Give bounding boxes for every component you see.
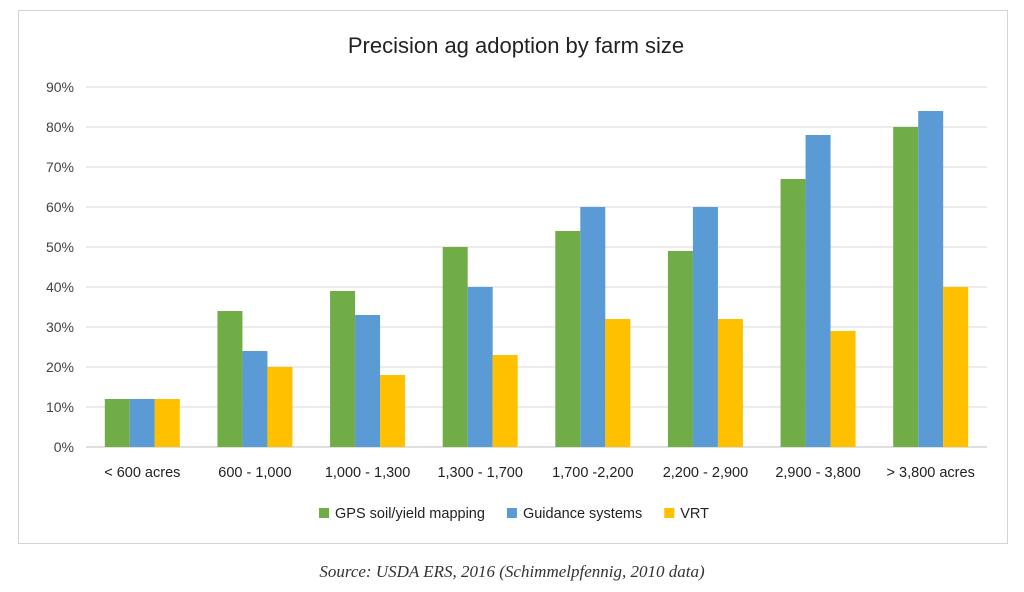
legend-item-0: GPS soil/yield mapping xyxy=(319,506,485,522)
chart-frame: Precision ag adoption by farm size 0% 10%… xyxy=(18,10,1008,544)
bar-0-3 xyxy=(442,247,468,447)
bar-2-3 xyxy=(492,355,518,447)
x-category-label: 1,700 -2,200 xyxy=(552,465,633,481)
legend-item-1: Guidance systems xyxy=(506,506,642,522)
y-tick-label: 40% xyxy=(46,279,74,295)
y-tick-label: 30% xyxy=(46,319,74,335)
bar-chart: Precision ag adoption by farm size 0% 10%… xyxy=(46,33,987,522)
bar-2-6 xyxy=(830,331,856,447)
x-category-label: > 3,800 acres xyxy=(887,465,975,481)
bar-layer xyxy=(104,111,969,447)
legend-label: Guidance systems xyxy=(523,506,642,522)
bar-1-2 xyxy=(355,315,381,447)
bar-2-5 xyxy=(717,319,743,447)
bar-0-2 xyxy=(330,291,356,447)
y-axis-ticks: 0% 10% 20% 30% 40% 50% 60% 70% 80% 90% xyxy=(46,79,74,455)
bar-0-0 xyxy=(104,399,130,447)
bar-1-1 xyxy=(242,351,268,447)
bar-0-5 xyxy=(667,251,693,447)
y-tick-label: 90% xyxy=(46,79,74,95)
y-tick-label: 70% xyxy=(46,159,74,175)
legend-item-2: VRT xyxy=(664,506,709,522)
bar-1-5 xyxy=(692,207,718,447)
x-category-label: 1,000 - 1,300 xyxy=(325,465,410,481)
legend-label: VRT xyxy=(680,506,709,522)
bar-1-3 xyxy=(467,287,493,447)
bar-1-4 xyxy=(580,207,606,447)
bar-0-7 xyxy=(893,127,919,447)
bar-0-1 xyxy=(217,311,243,447)
bar-1-6 xyxy=(805,135,831,447)
bar-2-2 xyxy=(380,375,406,447)
legend-label: GPS soil/yield mapping xyxy=(335,506,485,522)
x-category-label: 2,200 - 2,900 xyxy=(663,465,748,481)
bar-2-1 xyxy=(267,367,293,447)
x-category-label: 1,300 - 1,700 xyxy=(437,465,522,481)
bar-1-7 xyxy=(918,111,944,447)
bar-0-6 xyxy=(780,179,806,447)
bar-1-0 xyxy=(129,399,155,447)
y-tick-label: 10% xyxy=(46,399,74,415)
legend-swatch xyxy=(664,508,675,518)
x-category-label: 600 - 1,000 xyxy=(218,465,291,481)
y-tick-label: 50% xyxy=(46,239,74,255)
legend-swatch xyxy=(319,508,330,518)
y-tick-label: 80% xyxy=(46,119,74,135)
y-tick-label: 0% xyxy=(54,439,74,455)
bar-0-4 xyxy=(555,231,581,447)
legend: GPS soil/yield mapping Guidance systems VR… xyxy=(319,506,709,522)
bar-2-0 xyxy=(154,399,180,447)
y-tick-label: 20% xyxy=(46,359,74,375)
x-axis-categories: < 600 acres 600 - 1,000 1,000 - 1,300 1,300… xyxy=(104,465,975,481)
bar-2-4 xyxy=(605,319,631,447)
legend-swatch xyxy=(506,508,517,518)
source-note: Source: USDA ERS, 2016 (Schimmelpfennig,… xyxy=(319,562,705,581)
x-category-label: < 600 acres xyxy=(104,465,180,481)
x-category-label: 2,900 - 3,800 xyxy=(775,465,860,481)
y-tick-label: 60% xyxy=(46,199,74,215)
chart-title: Precision ag adoption by farm size xyxy=(348,33,684,58)
bar-2-7 xyxy=(943,287,969,447)
